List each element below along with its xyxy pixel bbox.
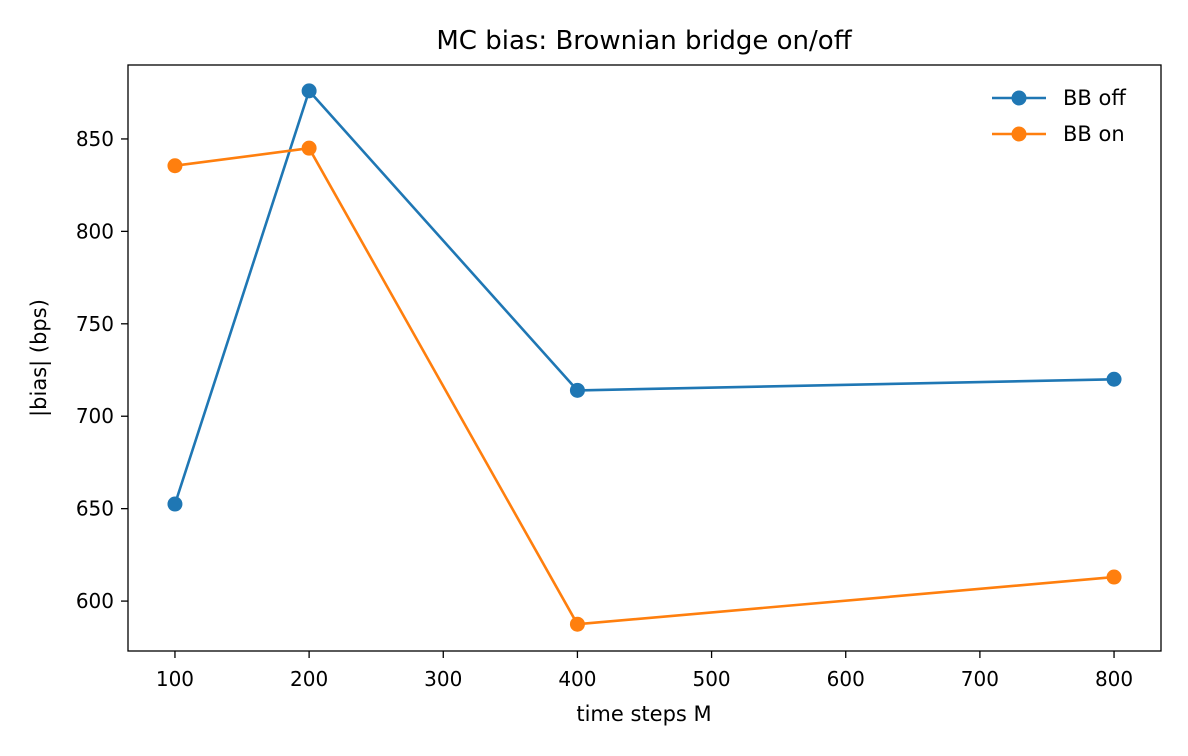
- x-tick-label: 100: [156, 667, 194, 691]
- y-axis: 600 650 700 750 800 850: [76, 127, 128, 613]
- legend: BB off BB on: [992, 86, 1126, 146]
- series-line-bb-off: [173, 89, 1115, 505]
- x-axis-label: time steps M: [576, 702, 711, 726]
- x-tick-label: 800: [1095, 667, 1133, 691]
- data-point-bb-off: [301, 83, 317, 99]
- y-tick-label: 800: [76, 219, 114, 243]
- series-line-bb-on: [174, 146, 1115, 626]
- x-tick-label: 600: [827, 667, 865, 691]
- data-point-bb-off: [1106, 371, 1122, 387]
- x-tick-label: 200: [290, 667, 328, 691]
- plot-frame: [127, 64, 1162, 652]
- data-point-bb-on: [569, 616, 585, 632]
- legend-label-bb-on: BB on: [1063, 122, 1125, 146]
- y-tick-label: 650: [76, 497, 114, 521]
- plot-area: [167, 83, 1122, 632]
- y-tick-label: 600: [76, 589, 114, 613]
- x-axis: 100 200 300 400 500 600 700 800: [156, 651, 1133, 691]
- y-tick-label: 700: [76, 404, 114, 428]
- legend-label-bb-off: BB off: [1063, 86, 1126, 110]
- legend-marker-bb-off: [1011, 90, 1027, 106]
- x-tick-label: 300: [424, 667, 462, 691]
- y-tick-label: 850: [76, 127, 114, 151]
- x-tick-label: 500: [692, 667, 730, 691]
- chart-title: MC bias: Brownian bridge on/off: [436, 26, 852, 56]
- legend-marker-bb-on: [1011, 126, 1027, 142]
- data-point-bb-on: [167, 158, 183, 174]
- x-tick-label: 700: [961, 667, 999, 691]
- x-tick-label: 400: [558, 667, 596, 691]
- data-point-bb-on: [301, 140, 317, 156]
- data-point-bb-off: [569, 382, 585, 398]
- y-tick-label: 750: [76, 312, 114, 336]
- data-point-bb-on: [1106, 569, 1122, 585]
- y-axis-label: |bias| (bps): [27, 299, 52, 417]
- data-point-bb-off: [167, 496, 183, 512]
